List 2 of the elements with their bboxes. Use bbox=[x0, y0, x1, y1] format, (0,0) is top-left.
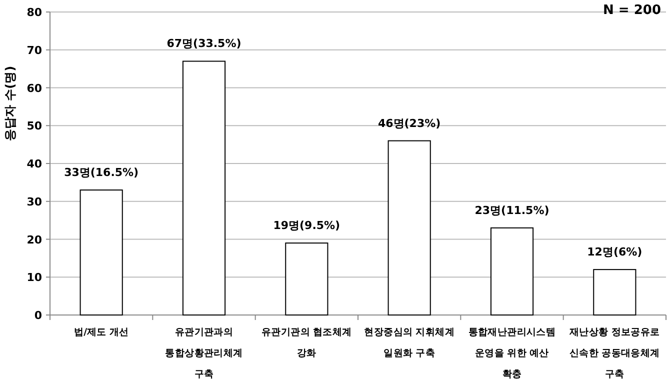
annotation: N = 200 bbox=[603, 3, 661, 18]
ylabel: 응답자 수(명) bbox=[3, 66, 17, 142]
